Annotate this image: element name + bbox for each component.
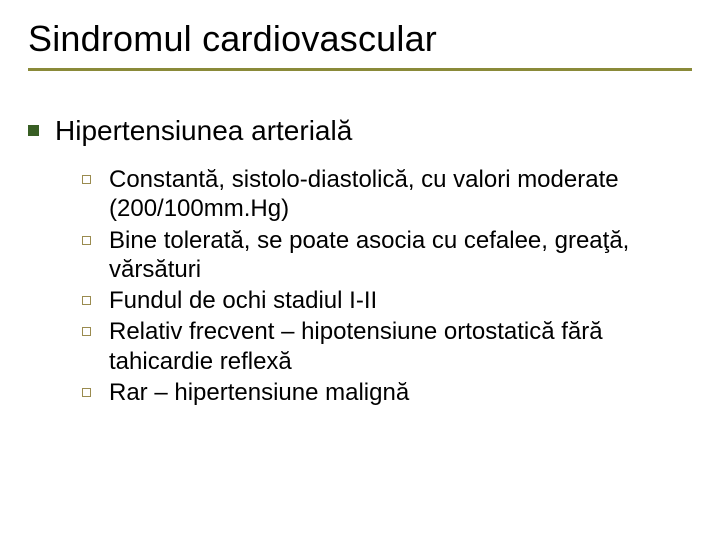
heading-text: Hipertensiunea arterială xyxy=(55,115,352,147)
list-item-text: Rar – hipertensiune malignă xyxy=(109,378,409,407)
square-outline-bullet-icon xyxy=(82,296,91,305)
square-outline-bullet-icon xyxy=(82,175,91,184)
list-item: Constantă, sistolo-diastolică, cu valori… xyxy=(82,165,692,224)
slide: Sindromul cardiovascular Hipertensiunea … xyxy=(0,0,720,540)
title-rule xyxy=(28,68,692,71)
list-item-text: Relativ frecvent – hipotensiune ortostat… xyxy=(109,317,692,376)
heading-row: Hipertensiunea arterială xyxy=(28,115,692,147)
square-outline-bullet-icon xyxy=(82,327,91,336)
square-outline-bullet-icon xyxy=(82,236,91,245)
slide-title: Sindromul cardiovascular xyxy=(28,18,692,60)
list-item-text: Fundul de ochi stadiul I-II xyxy=(109,286,377,315)
square-bullet-icon xyxy=(28,125,39,136)
square-outline-bullet-icon xyxy=(82,388,91,397)
list-item: Rar – hipertensiune malignă xyxy=(82,378,692,407)
list-item: Bine tolerată, se poate asocia cu cefale… xyxy=(82,226,692,285)
list-item-text: Constantă, sistolo-diastolică, cu valori… xyxy=(109,165,692,224)
list-item: Relativ frecvent – hipotensiune ortostat… xyxy=(82,317,692,376)
sub-list: Constantă, sistolo-diastolică, cu valori… xyxy=(82,165,692,407)
list-item-text: Bine tolerată, se poate asocia cu cefale… xyxy=(109,226,692,285)
list-item: Fundul de ochi stadiul I-II xyxy=(82,286,692,315)
